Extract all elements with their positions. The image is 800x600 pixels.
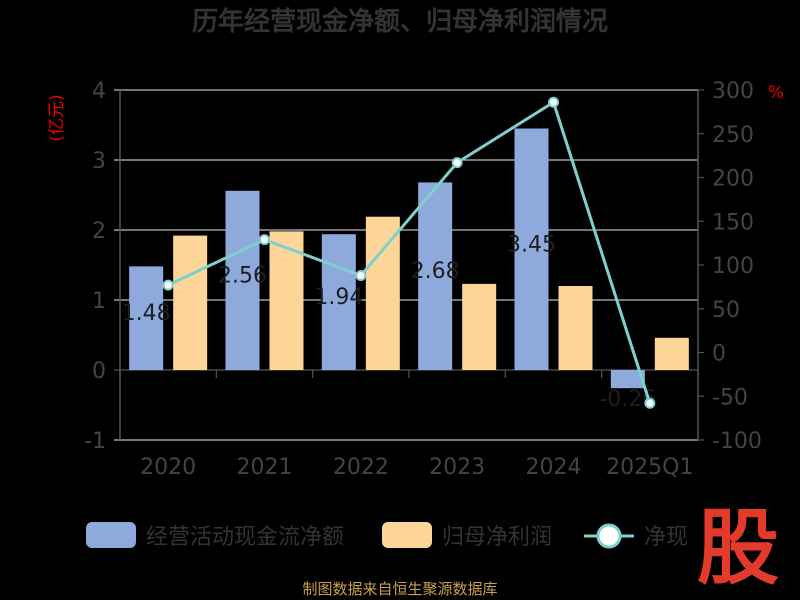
y-left-tick-label: 2 bbox=[92, 219, 106, 244]
data-label: 3.45 bbox=[507, 232, 556, 257]
y-right-tick-label: 300 bbox=[712, 79, 754, 104]
bar-net-profit bbox=[173, 235, 208, 370]
y-left-tick-label: 3 bbox=[92, 149, 106, 174]
y-left-tick-label: 0 bbox=[92, 359, 106, 384]
bar-net-profit bbox=[654, 337, 689, 370]
y-right-tick-label: 150 bbox=[712, 210, 754, 235]
x-tick-label: 2020 bbox=[140, 455, 196, 480]
bar-net-profit bbox=[365, 216, 400, 370]
bar-cash-flow bbox=[225, 190, 260, 370]
data-label: 2.56 bbox=[218, 263, 267, 288]
legend-label-net-profit: 归母净利润 bbox=[442, 525, 552, 550]
source-note: 制图数据来自恒生聚源数据库 bbox=[302, 580, 497, 598]
y-right-tick-label: 250 bbox=[712, 123, 754, 148]
x-tick-label: 2025Q1 bbox=[606, 455, 693, 480]
line-point bbox=[259, 234, 270, 246]
bar-cash-flow bbox=[514, 128, 549, 370]
data-label: 1.94 bbox=[314, 285, 363, 310]
x-tick-label: 2024 bbox=[526, 455, 582, 480]
y-right-tick-label: 100 bbox=[712, 254, 754, 279]
data-label: 2.68 bbox=[411, 259, 460, 284]
legend-label-line: 净现 bbox=[644, 525, 688, 550]
line-point bbox=[162, 279, 174, 291]
chart-title: 历年经营现金净额、归母净利润情况 bbox=[192, 6, 608, 37]
bar-cash-flow bbox=[418, 182, 453, 370]
line-point bbox=[451, 157, 463, 169]
data-label: 1.48 bbox=[122, 301, 171, 326]
line-point bbox=[644, 397, 656, 409]
bar-net-profit bbox=[269, 231, 304, 370]
y-right-tick-label: 0 bbox=[712, 342, 726, 367]
bar-cash-flow bbox=[321, 234, 356, 370]
bar-cash-flow bbox=[129, 266, 164, 370]
y-left-tick-label: 1 bbox=[92, 289, 106, 314]
line-series bbox=[167, 99, 652, 404]
legend-label-cash-flow: 经营活动现金流净额 bbox=[146, 525, 344, 550]
line-point bbox=[548, 96, 559, 108]
bar-net-profit bbox=[558, 286, 593, 370]
y-right-tick-label: 200 bbox=[712, 167, 754, 192]
bar-cash-flow bbox=[610, 370, 645, 389]
y-left-tick-label: 4 bbox=[92, 79, 106, 104]
legend-swatch-cash-flow bbox=[86, 522, 136, 548]
right-axis-unit: % bbox=[768, 83, 784, 103]
legend-marker-line bbox=[596, 523, 622, 549]
bar-net-profit bbox=[462, 283, 497, 370]
left-axis-unit: (亿元) bbox=[47, 94, 67, 141]
y-right-tick-label: 50 bbox=[712, 298, 740, 323]
y-right-tick-label: -50 bbox=[712, 385, 748, 410]
y-left-tick-label: -1 bbox=[84, 429, 106, 454]
y-right-tick-label: -100 bbox=[712, 429, 762, 454]
x-tick-label: 2023 bbox=[429, 455, 485, 480]
x-tick-label: 2022 bbox=[333, 455, 389, 480]
legend-swatch-net-profit bbox=[382, 522, 432, 548]
x-tick-label: 2021 bbox=[237, 455, 293, 480]
line-point bbox=[355, 270, 367, 281]
logo-glyph: 股 bbox=[697, 501, 779, 596]
